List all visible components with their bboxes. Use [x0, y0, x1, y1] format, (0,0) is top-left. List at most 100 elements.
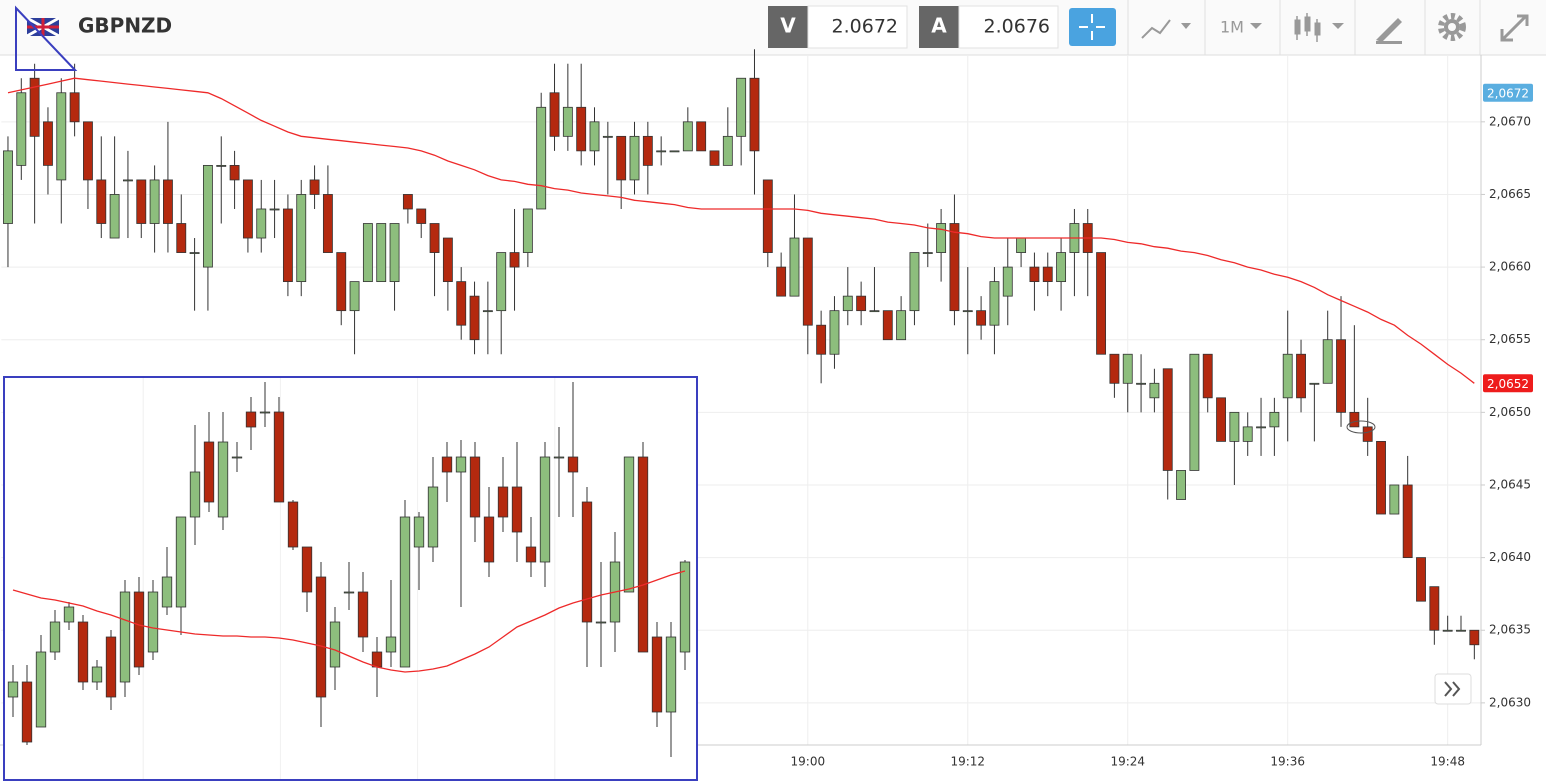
candle-body	[882, 310, 893, 341]
candle-body	[96, 179, 107, 224]
candle-body	[83, 121, 93, 181]
candle-body	[1029, 266, 1040, 283]
y-tick-label: 2,0635	[1489, 623, 1531, 637]
bid-button[interactable]	[768, 6, 808, 48]
ask-button[interactable]	[919, 6, 959, 48]
candle-body	[976, 310, 987, 326]
candle-body	[1216, 397, 1226, 442]
candle-body	[3, 150, 13, 224]
candle-body	[273, 411, 285, 503]
drawn-triangle	[15, 5, 78, 71]
candle-body	[1362, 426, 1373, 442]
candle-body	[1189, 353, 1200, 471]
candle-body	[402, 194, 413, 210]
candle-body	[69, 92, 80, 123]
candle-body	[49, 621, 61, 653]
timeframe[interactable]: 1M	[1220, 18, 1244, 37]
candle-body	[629, 135, 640, 181]
flag-icon	[26, 16, 60, 38]
candle-body	[119, 591, 131, 683]
y-tick-label: 2,0660	[1489, 260, 1531, 274]
candle-body	[149, 179, 160, 224]
candle-body	[909, 252, 920, 312]
candle-body	[21, 681, 33, 743]
ask-label[interactable]: A	[931, 14, 947, 38]
candle-type-button[interactable]	[1294, 13, 1344, 42]
candle-body	[109, 194, 120, 239]
ask-box[interactable]	[958, 5, 1059, 49]
moving-average	[7, 77, 1475, 384]
candle-body	[576, 106, 587, 152]
candle-body	[362, 223, 373, 283]
ask-price[interactable]: 2.0676	[984, 16, 1050, 38]
candle-body	[259, 411, 271, 414]
candle-body	[176, 223, 187, 253]
candle-body	[29, 77, 40, 137]
candle-body	[469, 295, 480, 341]
drawing-tool-button[interactable]	[1376, 18, 1402, 44]
bid-price[interactable]: 2.0672	[832, 16, 898, 38]
candle-body	[1042, 266, 1053, 283]
candle-body	[322, 194, 333, 253]
candle-body	[427, 486, 439, 548]
candle-body	[637, 456, 649, 653]
y-tick-label: 2,0655	[1489, 332, 1531, 346]
y-tick-label: 2,0670	[1489, 114, 1531, 128]
marker-ellipse	[1346, 420, 1376, 434]
candle-body	[269, 208, 280, 211]
settings-button[interactable]	[1438, 13, 1466, 41]
y-tick-label: 2,0665	[1489, 187, 1531, 201]
inset-chart	[7, 378, 691, 779]
candle-body	[189, 471, 201, 518]
candle-body	[567, 456, 579, 473]
crosshair-button[interactable]	[1069, 8, 1116, 46]
candle-body	[1176, 470, 1186, 500]
candle-body	[441, 456, 453, 473]
candle-body	[922, 252, 933, 254]
candle-body	[287, 501, 299, 548]
candle-body	[553, 456, 565, 459]
candle-body	[679, 561, 691, 653]
candle-body	[1349, 411, 1360, 428]
inset-frame	[3, 376, 698, 781]
candle-body	[43, 121, 53, 166]
moving-average	[12, 570, 686, 673]
candle-body	[509, 252, 520, 268]
bid-label[interactable]: V	[780, 14, 796, 38]
candle-body	[789, 237, 800, 297]
candle-body	[1282, 353, 1293, 399]
candle-body	[389, 223, 400, 283]
candle-body	[371, 651, 383, 668]
candle-body	[1322, 339, 1333, 384]
candle-body	[581, 501, 593, 623]
scroll-right-button[interactable]	[1434, 673, 1472, 705]
candle-body	[1056, 252, 1067, 283]
chart-type-button[interactable]	[1141, 19, 1191, 39]
candle-body	[245, 411, 257, 428]
candle-body	[1336, 339, 1346, 413]
candle-body	[189, 252, 200, 254]
candle-body	[642, 135, 653, 166]
candle-body	[175, 516, 187, 608]
candle-body	[203, 441, 215, 503]
candle-body	[802, 237, 813, 326]
candle-body	[1456, 629, 1466, 632]
candle-body	[161, 576, 173, 608]
timeframe-button[interactable]: 1M	[1220, 18, 1262, 37]
candle-body	[315, 576, 327, 698]
price-tag-label: 2,0652	[1487, 377, 1529, 391]
candle-body	[416, 208, 427, 224]
candle-body	[776, 266, 787, 297]
candle-body	[35, 651, 47, 728]
candle-body	[949, 223, 960, 312]
candle-body	[349, 281, 360, 312]
candle-body	[1269, 411, 1280, 428]
price-tag	[1483, 374, 1533, 393]
candle-body	[91, 666, 103, 683]
bid-box[interactable]	[807, 5, 908, 49]
candle-body	[455, 456, 467, 473]
fullscreen-button[interactable]	[1500, 14, 1529, 42]
candle-body	[429, 223, 440, 253]
candle-body	[623, 456, 635, 593]
